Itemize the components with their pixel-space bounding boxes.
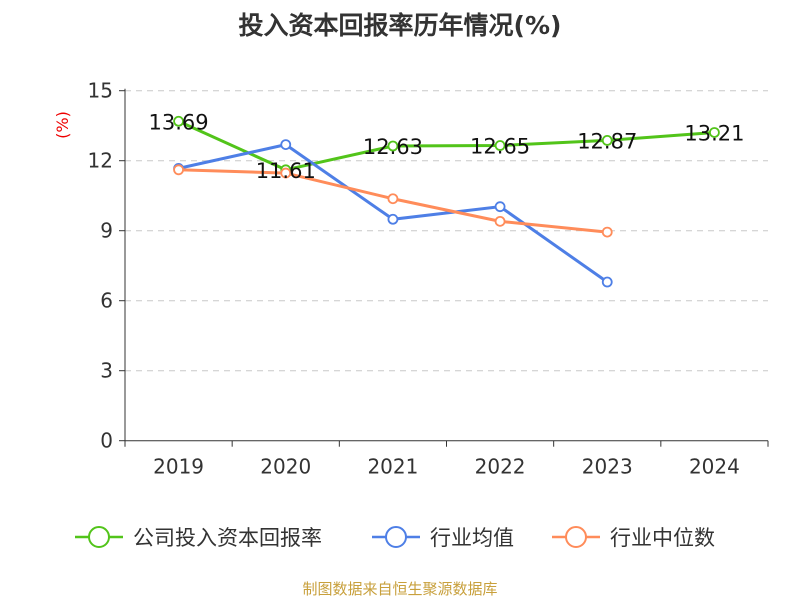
chart-title: 投入资本回报率历年情况(%) [238, 11, 562, 40]
source-note: 制图数据来自恒生聚源数据库 [302, 580, 498, 598]
data-point [494, 215, 506, 227]
data-point [601, 134, 613, 146]
y-tick-label: 15 [88, 79, 113, 103]
data-point [494, 201, 506, 213]
x-tick-label: 2021 [367, 455, 418, 479]
y-tick-label: 0 [100, 429, 113, 453]
x-tick-label: 2024 [689, 455, 740, 479]
data-point [387, 193, 399, 205]
series-line-0 [177, 119, 715, 172]
data-point [601, 226, 613, 238]
data-label: 12.87 [577, 129, 637, 153]
x-tick-label: 2022 [475, 455, 526, 479]
legend-label: 公司投入资本回报率 [133, 526, 322, 550]
y-tick-label: 12 [88, 149, 113, 173]
data-label: 13.21 [684, 121, 744, 145]
data-point [494, 140, 506, 151]
y-axis-label: (%) [53, 111, 72, 139]
data-label: 13.69 [149, 110, 209, 134]
legend-marker [565, 526, 587, 548]
data-point [601, 276, 613, 288]
y-tick-label: 9 [100, 219, 113, 243]
legend-marker [88, 526, 110, 548]
x-tick-label: 2020 [260, 455, 311, 479]
data-label: 11.61 [256, 159, 316, 183]
data-point [173, 115, 184, 127]
data-point [280, 139, 292, 151]
series-line-1 [178, 142, 609, 284]
y-tick-label: 6 [100, 289, 113, 313]
data-point [173, 164, 184, 176]
data-label: 12.65 [470, 135, 530, 159]
legend-label: 行业均值 [430, 526, 514, 550]
data-point [709, 127, 720, 138]
data-point [280, 167, 292, 179]
data-point [387, 213, 399, 225]
data-label: 12.63 [363, 135, 423, 159]
x-tick-label: 2023 [582, 455, 633, 479]
y-tick-label: 3 [100, 359, 113, 383]
data-point [387, 140, 399, 152]
legend-label: 行业中位数 [610, 526, 715, 550]
x-tick-label: 2019 [153, 455, 204, 479]
legend-marker [385, 526, 407, 548]
